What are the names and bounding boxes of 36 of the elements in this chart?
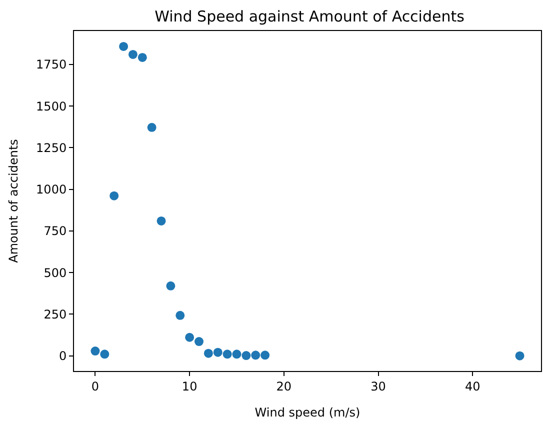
y-tick-label: 1750 — [36, 58, 67, 72]
y-axis-title: Amount of accidents — [6, 139, 20, 263]
point — [222, 350, 232, 359]
point — [515, 351, 524, 360]
x-axis-title: Wind speed (m/s) — [254, 405, 360, 420]
point — [128, 50, 138, 59]
x-tick-label: 0 — [91, 379, 100, 394]
point — [156, 216, 166, 226]
point — [147, 122, 156, 132]
point — [204, 348, 213, 358]
point — [232, 350, 242, 359]
y-tick-label: 0 — [58, 349, 67, 364]
y-tick-label: 250 — [44, 307, 67, 322]
point — [194, 337, 204, 346]
point — [176, 310, 185, 320]
x-tick-label: 10 — [182, 379, 198, 394]
point — [251, 350, 260, 360]
y-tick-label: 750 — [44, 224, 67, 238]
point — [100, 350, 110, 359]
x-tick-label: 30 — [370, 379, 386, 394]
point — [138, 52, 147, 62]
y-tick-label: 1250 — [36, 140, 67, 155]
x-tick-label: 20 — [276, 379, 292, 394]
y-tick-label: 500 — [44, 266, 67, 280]
point — [185, 332, 194, 342]
x-tick-label: 40 — [464, 379, 480, 394]
y-tick-label: 1000 — [36, 182, 67, 197]
point — [260, 350, 270, 360]
point — [166, 281, 176, 290]
point — [213, 348, 222, 357]
point — [242, 351, 251, 360]
point — [119, 42, 128, 51]
y-tick-label: 1500 — [36, 99, 67, 114]
point — [90, 346, 100, 356]
chart-title: Wind Speed against Amount of Accidents — [154, 7, 465, 26]
point — [110, 191, 119, 200]
